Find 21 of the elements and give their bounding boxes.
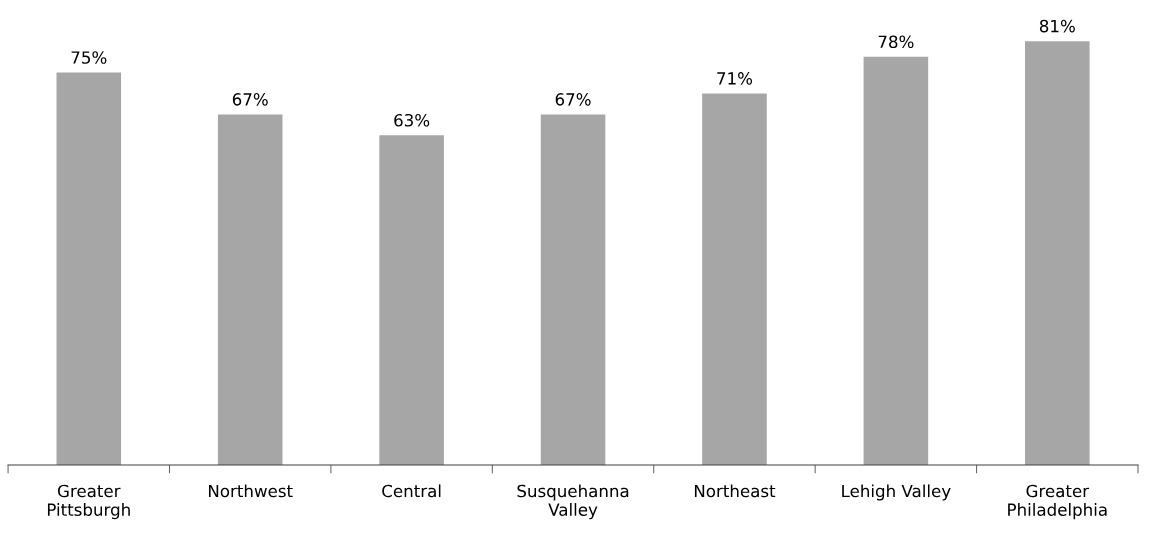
x-tick-label: Northwest: [208, 484, 293, 498]
data-label: 75%: [71, 51, 107, 64]
data-label: 67%: [232, 93, 268, 106]
x-tick-label: Greater Philadelphia: [1008, 484, 1107, 520]
bar: [379, 135, 444, 465]
x-tick-label: Northeast: [694, 484, 776, 498]
bar: [540, 114, 606, 465]
x-tick-label: Central: [382, 484, 441, 498]
x-tick-label: Lehigh Valley: [842, 484, 951, 501]
data-label: 67%: [555, 93, 591, 106]
data-label: 81%: [1039, 19, 1075, 33]
data-label: 78%: [878, 35, 914, 49]
x-tick-label: Greater Pittsburgh: [47, 484, 130, 520]
bar: [217, 114, 283, 465]
bar: [1025, 41, 1090, 465]
x-tick-label: Susquehanna Valley: [517, 484, 629, 520]
bar: [702, 93, 767, 465]
data-label: 71%: [717, 72, 753, 85]
bar: [863, 56, 929, 465]
bar: [56, 72, 122, 465]
data-label: 63%: [394, 113, 430, 127]
